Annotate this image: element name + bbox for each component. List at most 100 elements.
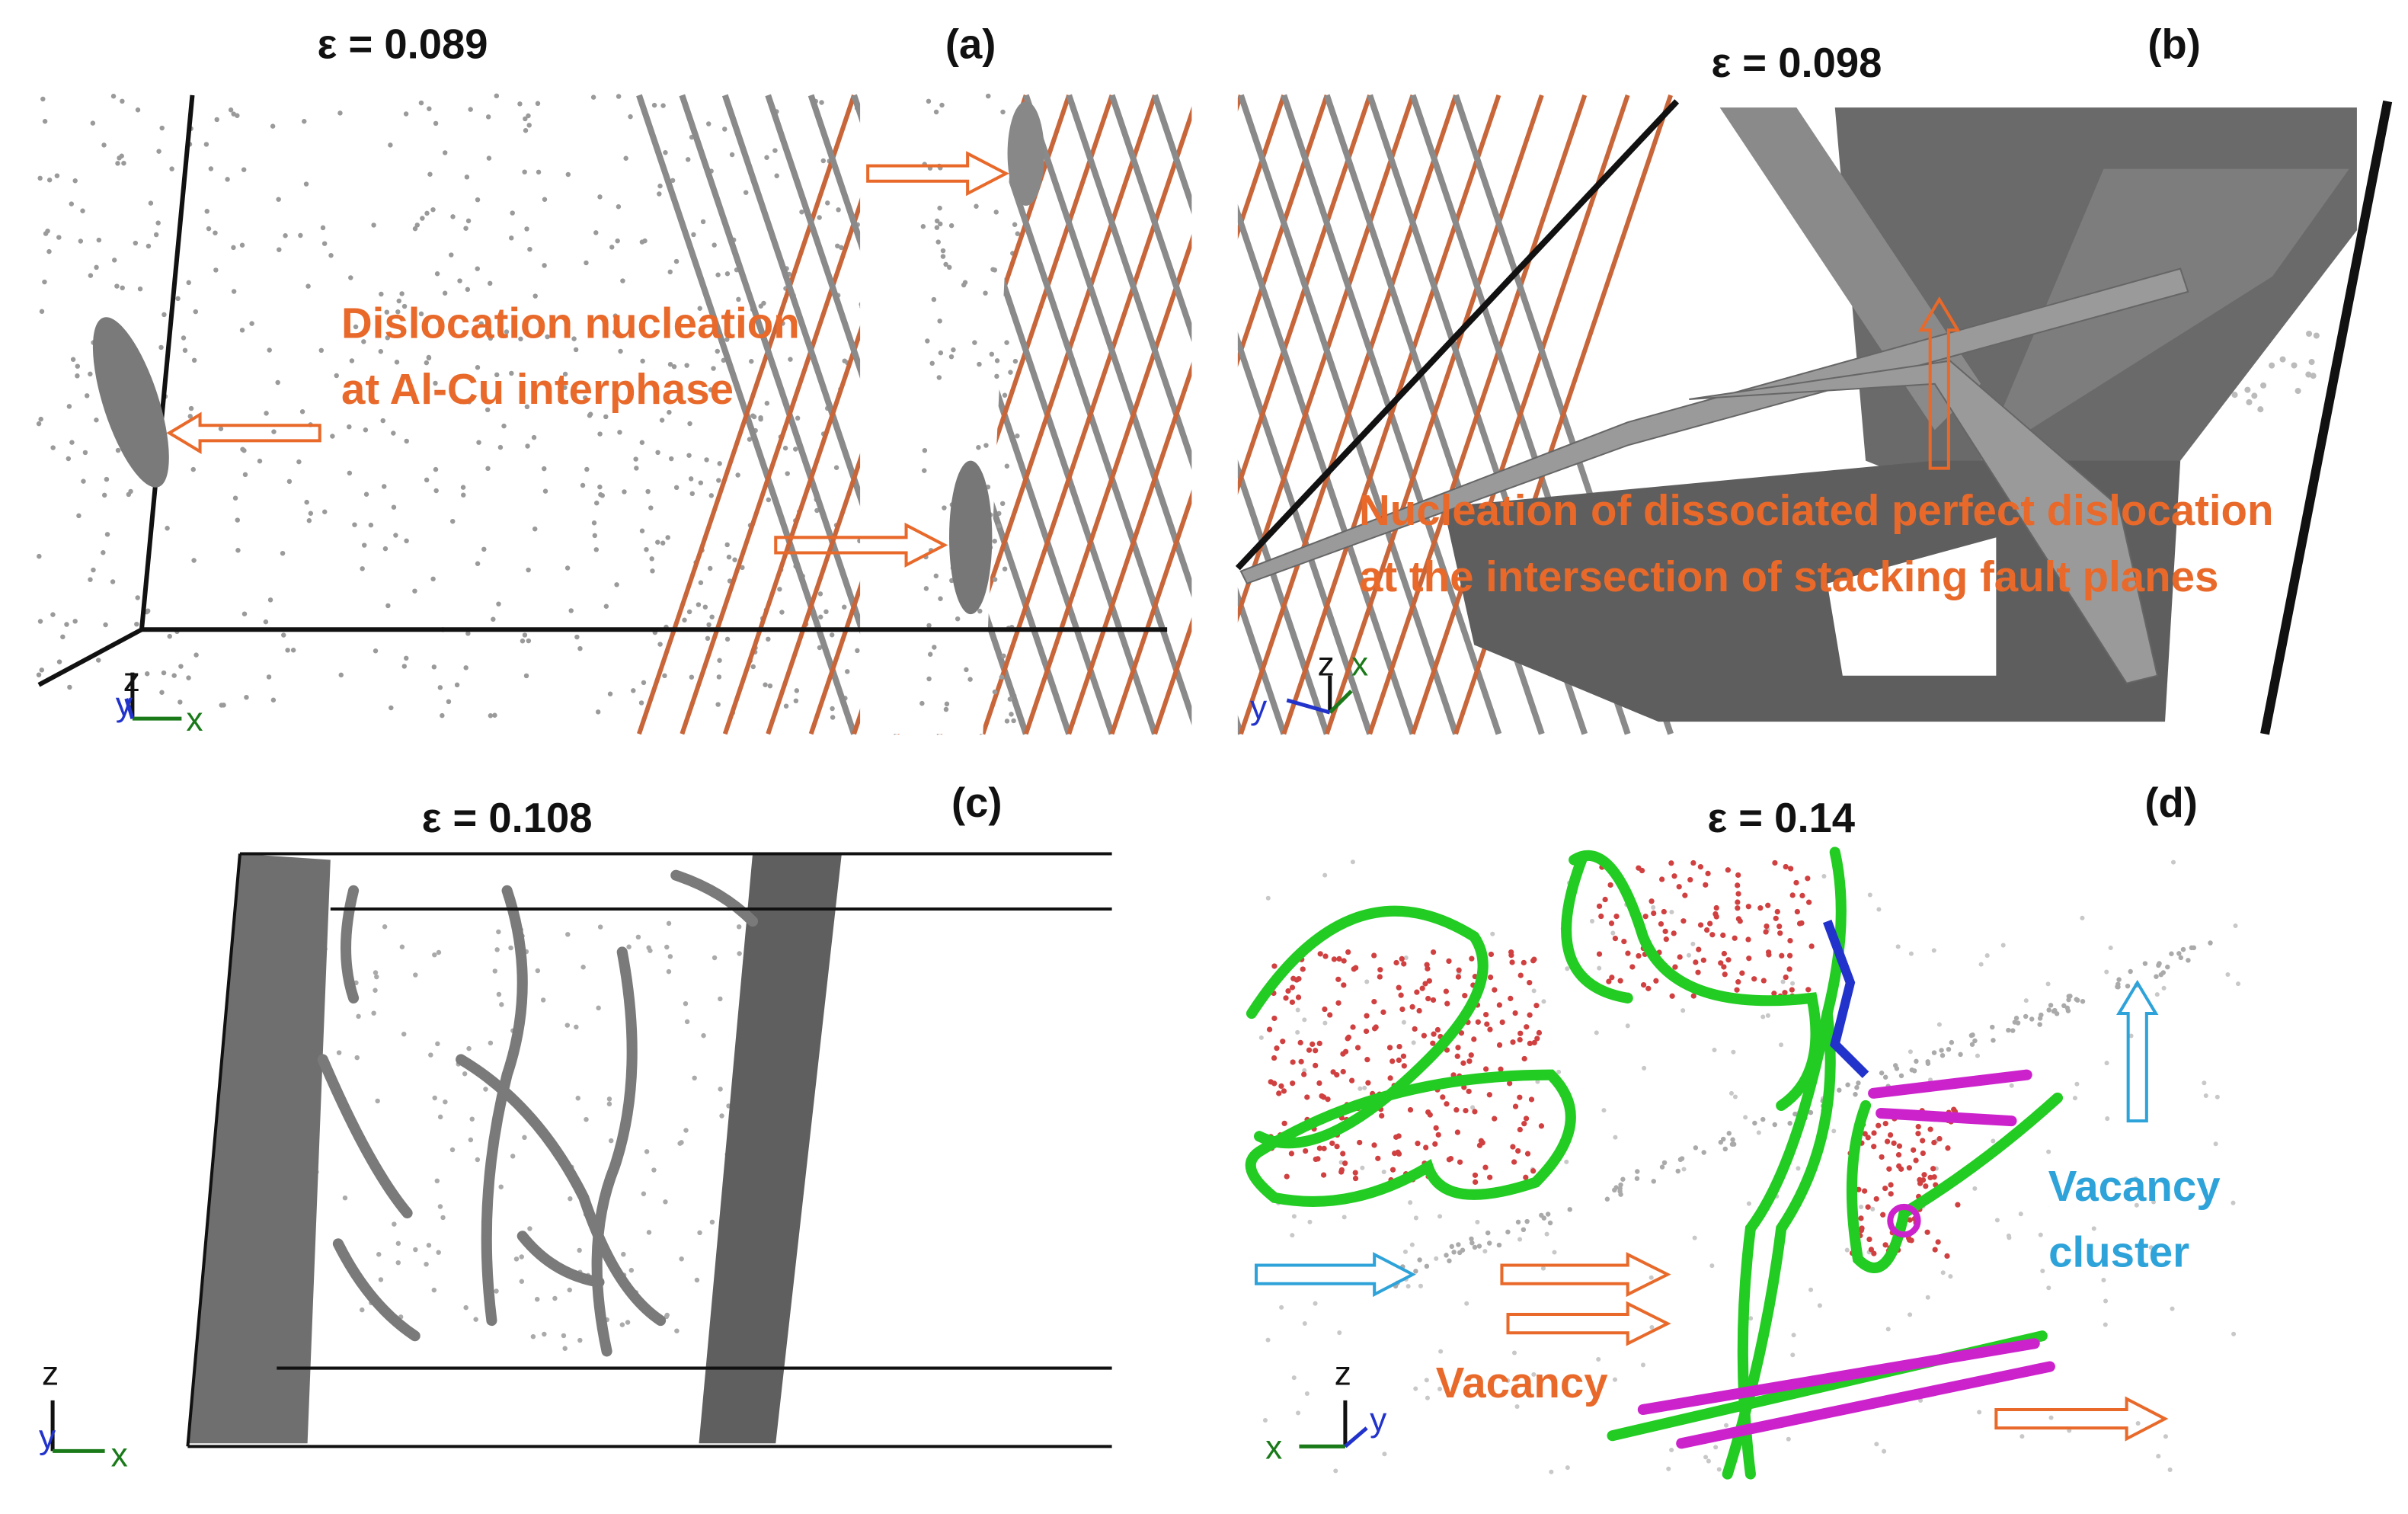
- atom: [1371, 952, 1377, 959]
- atom: [414, 222, 420, 228]
- atom: [724, 271, 731, 277]
- atom: [1350, 859, 1355, 865]
- atom: [977, 361, 982, 367]
- atom: [1745, 936, 1751, 943]
- atom: [2151, 1199, 2157, 1205]
- atom: [120, 98, 125, 104]
- atom: [974, 203, 979, 209]
- atom: [1011, 718, 1016, 724]
- atom: [403, 111, 409, 117]
- atom: [1793, 879, 1799, 886]
- arrow: [1994, 1396, 2169, 1442]
- atom: [146, 243, 152, 249]
- atom: [526, 638, 532, 644]
- atom: [1488, 951, 1495, 958]
- atom: [2103, 1298, 2109, 1304]
- atom: [1262, 1417, 1268, 1423]
- atom: [1602, 896, 1608, 903]
- box-edge: [1235, 99, 1680, 571]
- atom: [830, 706, 835, 712]
- atom: [1949, 1039, 1955, 1045]
- atom: [1396, 1057, 1402, 1064]
- atom: [263, 619, 269, 625]
- atom: [1893, 1063, 1898, 1068]
- atom: [418, 100, 424, 106]
- atom: [1531, 1039, 1537, 1046]
- atom: [1746, 955, 1752, 962]
- atom: [925, 338, 930, 344]
- atom: [1946, 1046, 1952, 1052]
- atom: [724, 337, 730, 342]
- atom: [1896, 1143, 1903, 1149]
- atom: [1329, 1140, 1335, 1147]
- atom: [460, 485, 466, 490]
- atom: [667, 954, 673, 959]
- atom: [697, 306, 702, 311]
- atom: [951, 347, 956, 353]
- atom: [1876, 907, 1882, 912]
- atom: [1935, 1239, 1941, 1245]
- atom: [1485, 1230, 1491, 1236]
- atom: [1514, 1404, 1520, 1410]
- atom: [465, 631, 471, 636]
- atom: [542, 1331, 547, 1337]
- atom: [1932, 1247, 1938, 1253]
- annotation: Vacancy: [2048, 1162, 2221, 1210]
- atom: [993, 210, 999, 215]
- atom: [2125, 983, 2131, 989]
- atom: [1364, 979, 1370, 984]
- atom: [535, 101, 541, 107]
- atom: [1681, 1167, 1687, 1172]
- atom: [1435, 1131, 1441, 1138]
- atom: [1375, 1155, 1381, 1161]
- atom: [686, 609, 692, 615]
- atom: [764, 155, 769, 160]
- atom: [483, 1087, 488, 1092]
- atom: [574, 634, 580, 640]
- atom: [389, 705, 394, 711]
- atom: [431, 1287, 437, 1293]
- atom: [1302, 1067, 1307, 1073]
- atom: [967, 677, 973, 682]
- atom: [1880, 1212, 1886, 1218]
- atom: [37, 175, 43, 181]
- atom: [522, 169, 527, 174]
- atom: [454, 682, 460, 688]
- atom: [2310, 373, 2317, 379]
- atom: [779, 610, 785, 615]
- atom: [426, 1243, 432, 1248]
- atom: [88, 273, 94, 278]
- atom: [1649, 1275, 1654, 1280]
- atom: [2128, 968, 2133, 975]
- atom: [373, 970, 379, 975]
- atom: [542, 197, 548, 202]
- atom: [766, 497, 772, 503]
- atom: [646, 945, 651, 951]
- atom: [461, 492, 466, 498]
- atom: [413, 972, 418, 978]
- atom: [440, 712, 445, 719]
- atom: [1447, 1155, 1454, 1162]
- atom: [1470, 1105, 1476, 1110]
- atom: [1342, 1160, 1348, 1167]
- atom: [2018, 1212, 2023, 1217]
- atom: [1424, 1378, 1429, 1383]
- atom: [1915, 1131, 1921, 1137]
- atom: [120, 285, 125, 291]
- atom: [347, 470, 353, 476]
- atom: [1713, 904, 1719, 911]
- atom: [670, 178, 676, 184]
- atom: [1371, 998, 1377, 1005]
- atom: [1666, 1466, 1671, 1471]
- atom: [542, 466, 547, 472]
- atom: [1316, 1080, 1322, 1087]
- atom: [424, 477, 430, 483]
- atom: [2135, 1420, 2141, 1426]
- atom: [1431, 1031, 1437, 1037]
- atom: [1540, 1266, 1546, 1271]
- atom: [575, 1095, 580, 1101]
- atom: [206, 226, 212, 232]
- atom: [1552, 1250, 1557, 1255]
- atom: [664, 1312, 670, 1318]
- atom: [432, 1095, 437, 1101]
